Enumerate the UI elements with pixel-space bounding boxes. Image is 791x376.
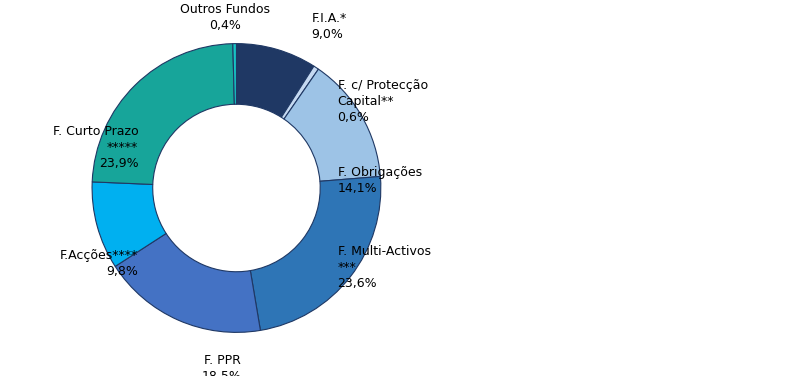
Wedge shape — [282, 66, 319, 119]
Wedge shape — [250, 176, 380, 331]
Text: F. Multi-Activos
***
23,6%: F. Multi-Activos *** 23,6% — [338, 245, 430, 290]
Text: F. Obrigações
14,1%: F. Obrigações 14,1% — [338, 166, 422, 195]
Text: F.I.A.*
9,0%: F.I.A.* 9,0% — [312, 12, 346, 41]
Wedge shape — [237, 44, 314, 117]
Wedge shape — [93, 44, 234, 185]
Text: F.Acções****
9,8%: F.Acções**** 9,8% — [60, 249, 138, 277]
Text: F. c/ Protecção
Capital**
0,6%: F. c/ Protecção Capital** 0,6% — [338, 79, 428, 124]
Text: F. Curto Prazo
*****
23,9%: F. Curto Prazo ***** 23,9% — [53, 125, 138, 170]
Text: F. PPR
18,5%: F. PPR 18,5% — [202, 354, 242, 376]
Wedge shape — [115, 233, 260, 332]
Wedge shape — [92, 182, 166, 266]
Wedge shape — [284, 69, 380, 181]
Text: Outros Fundos
0,4%: Outros Fundos 0,4% — [180, 3, 270, 32]
Wedge shape — [233, 44, 237, 104]
